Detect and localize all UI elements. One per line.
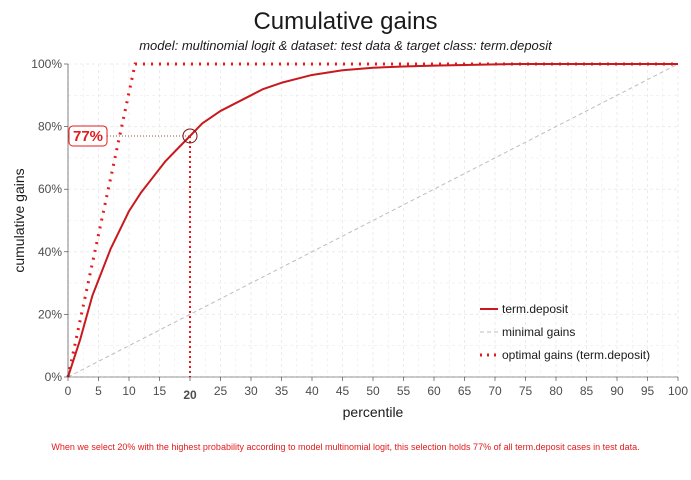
series-line-minimal-gains (67, 63, 679, 378)
axes-layer: 0 5 10 15 20 25 30 35 40 45 50 55 60 65 70 75 80 85 90 95 10… (11, 57, 688, 420)
legend-label: optimal gains (term.deposit) (502, 348, 650, 362)
series-layer (66, 62, 679, 378)
highlight-y-label-box (68, 125, 108, 147)
y-tick-label: 0% (45, 370, 63, 384)
y-tick-label: 60% (38, 182, 62, 196)
highlight-layer: 77% (68, 125, 198, 377)
y-tick-label: 40% (38, 245, 62, 259)
chart-caption: When we select 20% with the highest prob… (51, 442, 640, 452)
x-tick-label: 100 (668, 384, 688, 398)
y-tick-label: 20% (38, 307, 62, 321)
x-tick-label: 80 (549, 384, 563, 398)
y-tick-label: 80% (38, 120, 62, 134)
chart-subtitle: model: multinomial logit & dataset: test… (139, 38, 552, 53)
x-tick-label: 95 (641, 384, 655, 398)
x-tick-label: 65 (458, 384, 472, 398)
legend-label: minimal gains (502, 325, 575, 339)
x-tick-label: 10 (122, 384, 136, 398)
x-tick-label: 25 (214, 384, 228, 398)
x-tick-label: 70 (488, 384, 502, 398)
cumulative-gains-chart: 77% 0 5 10 15 20 25 30 35 40 45 50 55 60 65 70 75 80 85 90… (11, 57, 688, 420)
x-tick-label: 20 (183, 388, 197, 402)
x-tick-label: 0 (65, 384, 72, 398)
legend-label: term.deposit (502, 302, 569, 316)
x-tick-label: 30 (244, 384, 258, 398)
x-tick-label: 90 (610, 384, 624, 398)
series-line-term-deposit (67, 63, 678, 378)
x-tick-label: 60 (427, 384, 441, 398)
series-line-optimal-gains (66, 62, 678, 378)
x-tick-label: 50 (366, 384, 380, 398)
x-tick-label: 15 (153, 384, 167, 398)
highlight-point (182, 128, 198, 144)
x-tick-label: 40 (305, 384, 319, 398)
x-tick-label: 75 (519, 384, 533, 398)
x-tick-label: 85 (580, 384, 594, 398)
legend: term.deposit minimal gains optimal gains (… (480, 302, 650, 362)
y-tick-label: 100% (31, 57, 62, 71)
x-tick-label: 35 (275, 384, 289, 398)
x-axis-title: percentile (343, 404, 404, 420)
chart-title: Cumulative gains (253, 8, 438, 35)
x-tick-label: 5 (95, 384, 102, 398)
highlight-y-label: 77% (73, 128, 103, 145)
x-tick-label: 55 (397, 384, 411, 398)
x-tick-label: 45 (336, 384, 350, 398)
y-axis-title: cumulative gains (11, 168, 27, 272)
